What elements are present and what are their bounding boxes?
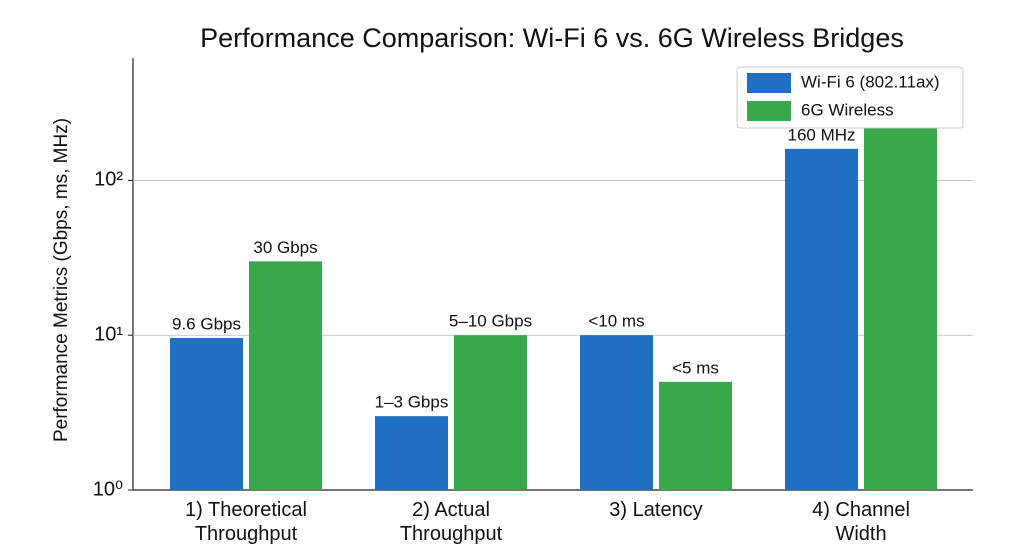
legend-label: Wi-Fi 6 (802.11ax) bbox=[801, 72, 940, 91]
value-label: <5 ms bbox=[672, 358, 719, 377]
bar bbox=[580, 335, 653, 490]
chart-title: Performance Comparison: Wi-Fi 6 vs. 6G W… bbox=[200, 23, 904, 53]
value-label: 160 MHz bbox=[787, 125, 855, 144]
x-tick-label: 4) Channel Width bbox=[812, 499, 910, 545]
y-axis-label: Performance Metrics (Gbps, ms, MHz) bbox=[51, 118, 72, 442]
bar bbox=[659, 381, 732, 490]
y-tick-label: 10² bbox=[94, 169, 123, 191]
value-label: 5–10 Gbps bbox=[449, 312, 532, 331]
y-tick-label: 10⁰ bbox=[93, 478, 123, 500]
x-tick-label: 3) Latency bbox=[609, 499, 703, 521]
legend-swatch bbox=[747, 101, 791, 121]
value-label: 30 Gbps bbox=[253, 238, 317, 257]
x-tick-label: 2) Actual Throughput bbox=[399, 499, 503, 545]
value-label: 1–3 Gbps bbox=[375, 393, 449, 412]
legend-label: 6G Wireless bbox=[801, 100, 894, 119]
value-label: <10 ms bbox=[588, 312, 644, 331]
legend-box bbox=[736, 66, 964, 129]
value-label: 9.6 Gbps bbox=[172, 314, 241, 333]
bar bbox=[375, 416, 448, 490]
y-tick-label: 10¹ bbox=[94, 324, 123, 346]
bar bbox=[170, 337, 243, 490]
legend-swatch bbox=[747, 73, 791, 93]
x-tick-label: 1) Theoretical Throughput bbox=[185, 499, 307, 545]
bar bbox=[454, 335, 527, 490]
bar bbox=[785, 148, 858, 491]
bar bbox=[249, 261, 322, 490]
bar bbox=[864, 102, 937, 490]
